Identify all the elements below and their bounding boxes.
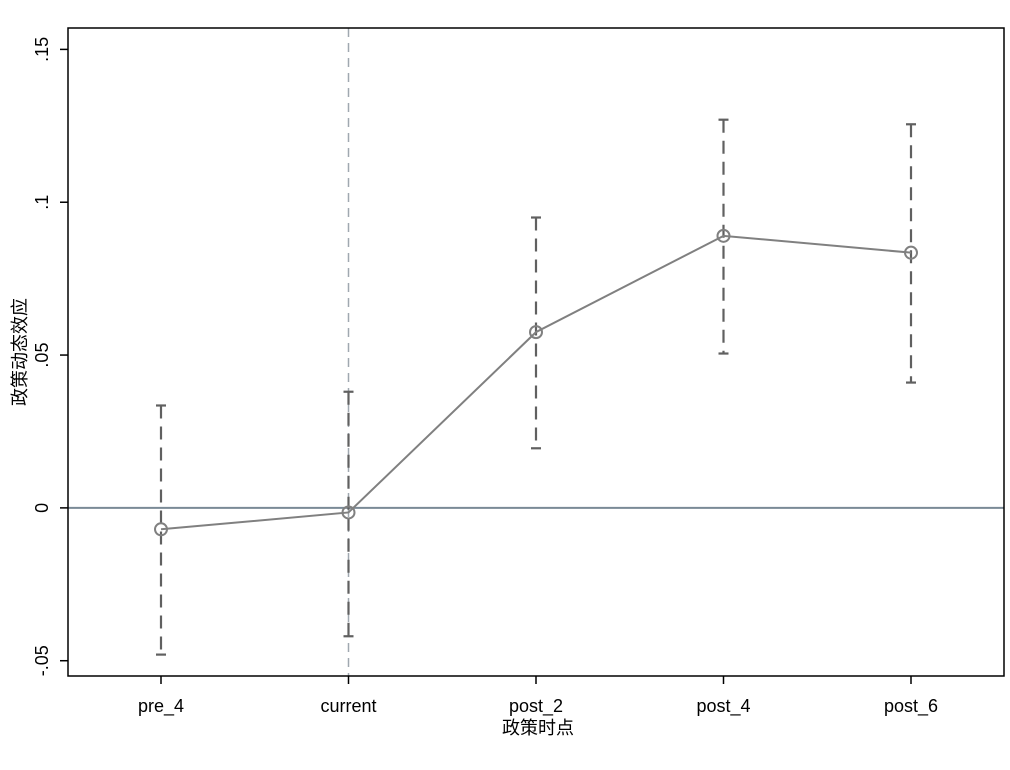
data-point-post_4	[716, 228, 731, 243]
error-bar-post_6	[906, 123, 916, 384]
data-point-pre_4	[154, 522, 168, 537]
y-tick-label: -.05	[32, 645, 52, 676]
error-bar-pre_4	[156, 404, 166, 656]
data-points	[154, 228, 918, 537]
x-tick-label: current	[320, 696, 376, 716]
error-bar-current	[343, 390, 354, 638]
y-axis-title: 政策动态效应	[10, 298, 31, 406]
x-tick-label: pre_4	[138, 696, 184, 717]
series-line	[160, 234, 912, 531]
y-tick-label: 0	[32, 503, 52, 513]
x-axis-title: 政策时点	[502, 718, 574, 739]
y-tick-label: .15	[32, 37, 52, 62]
x-tick-label: post_6	[884, 696, 938, 717]
data-point-post_2	[529, 325, 543, 340]
y-tick-label: .05	[32, 343, 52, 368]
y-tick-label: .1	[32, 195, 52, 210]
error-bars	[156, 118, 916, 656]
x-tick-label: post_4	[696, 696, 750, 717]
x-tick-label: post_2	[509, 696, 563, 717]
axes: -.05 0 .05 .1 .15 pre_4 current post_2 post_4 pos…	[32, 37, 938, 717]
series-line-group	[160, 234, 912, 531]
data-point-current	[341, 505, 356, 520]
data-point-post_6	[904, 245, 918, 260]
